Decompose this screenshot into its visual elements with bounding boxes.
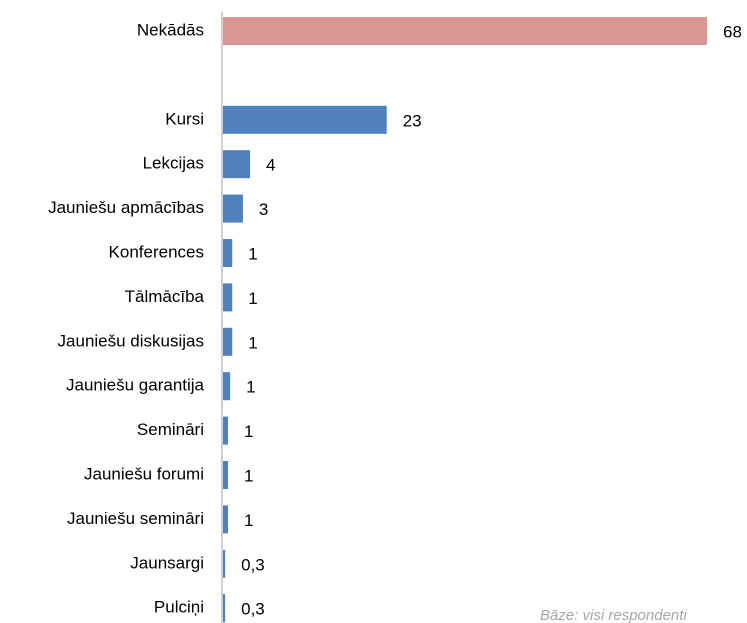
data-label: 1 (246, 378, 255, 397)
bar (223, 17, 707, 45)
data-label: 3 (259, 200, 268, 219)
note: Bāze: visi respondenti (540, 607, 687, 623)
y-tick-label: Tālmācība (125, 287, 205, 306)
y-tick-label: Jauniešu forumi (84, 464, 204, 483)
data-label: 4 (266, 156, 275, 175)
data-label: 1 (248, 244, 257, 263)
y-tick-label: Konferences (109, 242, 204, 261)
bar (223, 283, 233, 312)
bar (223, 372, 231, 401)
y-tick-label: Jaunsargi (130, 553, 204, 572)
data-label: 68 (723, 22, 742, 41)
bar (223, 594, 226, 623)
bar (223, 505, 228, 534)
data-label: 1 (244, 466, 253, 485)
data-label: 1 (244, 511, 253, 530)
bar (223, 194, 243, 223)
y-tick-label: Lekcijas (143, 154, 204, 173)
data-label: 1 (248, 289, 257, 308)
data-label: 1 (248, 333, 257, 352)
bar (223, 327, 233, 356)
y-tick-label: Jauniešu semināri (67, 509, 204, 528)
bar (223, 239, 233, 267)
y-tick-label: Pulciņi (154, 598, 204, 617)
data-label: 23 (403, 111, 422, 130)
bar (223, 416, 228, 445)
data-label: 0,3 (241, 555, 265, 574)
data-label: 0,3 (241, 600, 265, 619)
bar (223, 150, 251, 179)
y-tick-label: Semināri (137, 420, 204, 439)
y-tick-label: Jauniešu apmācības (48, 198, 204, 217)
bar (223, 461, 228, 489)
bar (223, 105, 387, 134)
data-label: 1 (244, 422, 253, 441)
bar (223, 549, 226, 578)
y-tick-label: Nekādās (137, 20, 204, 39)
y-tick-label: Jauniešu garantija (66, 376, 205, 395)
y-tick-label: Kursi (165, 109, 204, 128)
y-tick-label: Jauniešu diskusijas (58, 331, 204, 350)
